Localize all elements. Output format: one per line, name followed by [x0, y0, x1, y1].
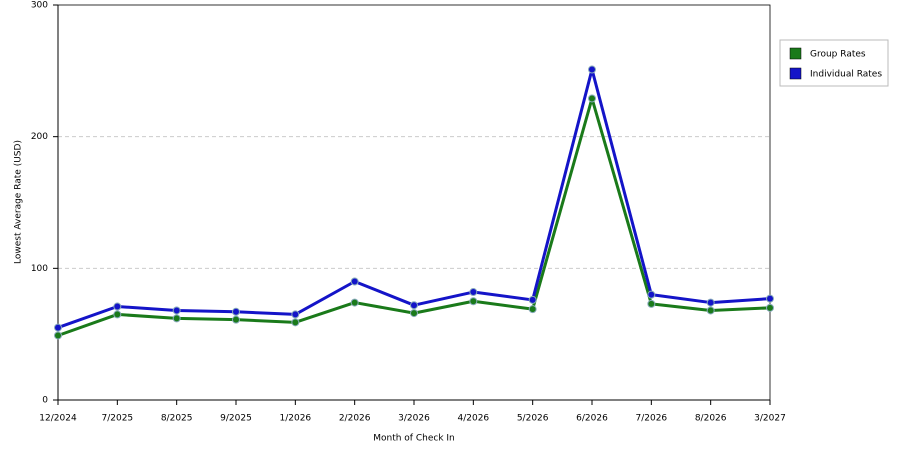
y-tick-label: 0	[42, 396, 48, 406]
point	[766, 294, 774, 303]
x-tick-label: 3/2027	[754, 414, 786, 424]
x-tick-label: 7/2025	[101, 414, 133, 424]
y-axis-label: Lowest Average Rate (USD)	[14, 140, 24, 264]
point	[469, 288, 478, 297]
x-tick-label: 9/2025	[220, 414, 252, 424]
x-tick-label: 6/2026	[576, 414, 608, 424]
x-tick-label: 5/2026	[517, 414, 549, 424]
series-line	[57, 96, 771, 337]
x-tick-label: 3/2026	[398, 414, 430, 424]
point	[706, 306, 715, 315]
plot-frame	[57, 4, 771, 401]
point	[588, 94, 596, 103]
point	[350, 277, 359, 286]
point	[291, 310, 300, 319]
point	[54, 331, 62, 340]
point	[410, 301, 418, 310]
x-tick-label: 2/2026	[339, 414, 371, 424]
x-tick-label: 7/2026	[635, 414, 667, 424]
x-tick-label: 4/2026	[457, 414, 489, 424]
point	[232, 315, 240, 324]
x-axis-label: Month of Check In	[373, 434, 455, 444]
x-tick-label: 12/2024	[39, 414, 77, 424]
point	[172, 314, 181, 323]
legend-swatch	[789, 47, 802, 60]
legend-label: Group Rates	[810, 50, 866, 60]
point	[113, 302, 122, 311]
legend-label: Individual Rates	[810, 70, 882, 80]
point	[647, 299, 656, 308]
point	[588, 65, 596, 74]
point	[647, 290, 656, 299]
point	[528, 305, 537, 314]
y-tick-label: 200	[31, 132, 48, 142]
point	[113, 310, 122, 319]
series-line	[57, 68, 771, 329]
point	[350, 298, 359, 307]
x-tick-label: 8/2025	[161, 414, 193, 424]
point	[54, 323, 62, 332]
y-tick-label: 300	[31, 1, 48, 11]
point	[291, 318, 300, 327]
point	[410, 309, 418, 318]
y-tick-label: 100	[31, 264, 48, 274]
x-tick-label: 1/2026	[279, 414, 311, 424]
point	[469, 297, 478, 306]
point	[706, 298, 715, 307]
point	[172, 306, 181, 315]
legend-swatch	[789, 67, 802, 80]
point	[528, 295, 537, 304]
x-tick-label: 8/2026	[695, 414, 727, 424]
point	[766, 303, 774, 312]
point	[232, 307, 240, 316]
